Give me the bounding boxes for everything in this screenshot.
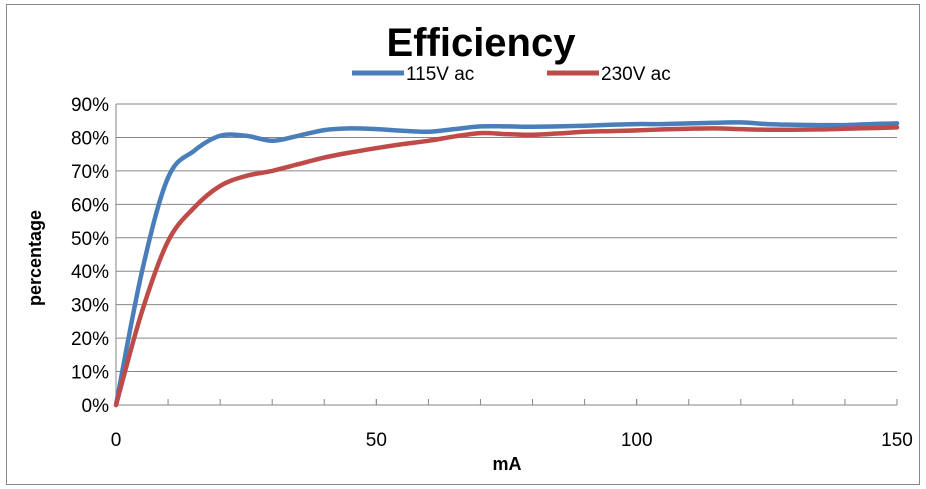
- x-tick-label-0: 0: [111, 430, 122, 451]
- legend: 115V ac 230V ac: [352, 64, 671, 85]
- x-axis-ticks: [115, 399, 898, 405]
- x-axis-tick-labels: 0 50 100 150: [111, 430, 913, 451]
- axes: [115, 104, 897, 406]
- series-lines: [113, 120, 900, 408]
- y-axis-tick-labels: 0% 10% 20% 30% 40% 50% 60% 70% 80% 90%: [71, 95, 109, 417]
- y-tick-label-7: 70%: [71, 162, 109, 183]
- x-tick-label-2: 100: [621, 430, 653, 451]
- y-tick-label-4: 40%: [71, 262, 109, 283]
- x-tick-label-3: 150: [881, 430, 913, 451]
- y-tick-label-5: 50%: [71, 229, 109, 250]
- y-tick-label-2: 20%: [71, 329, 109, 350]
- y-gridlines: [116, 103, 897, 373]
- y-tick-label-3: 30%: [71, 296, 109, 317]
- y-tick-label-1: 10%: [71, 363, 109, 384]
- y-tick-label-9: 90%: [71, 95, 109, 116]
- legend-label-230v: 230V ac: [601, 64, 671, 85]
- y-tick-label-8: 80%: [71, 128, 109, 149]
- series-line-230v: [113, 125, 900, 408]
- x-axis-title: mA: [492, 454, 521, 474]
- series-line-115v: [113, 120, 900, 408]
- y-tick-label-0: 0%: [82, 396, 110, 417]
- y-axis-title: percentage: [25, 210, 45, 306]
- y-tick-label-6: 60%: [71, 195, 109, 216]
- legend-label-115v: 115V ac: [406, 64, 474, 85]
- chart-title: Efficiency: [387, 21, 577, 65]
- x-tick-label-1: 50: [366, 430, 387, 451]
